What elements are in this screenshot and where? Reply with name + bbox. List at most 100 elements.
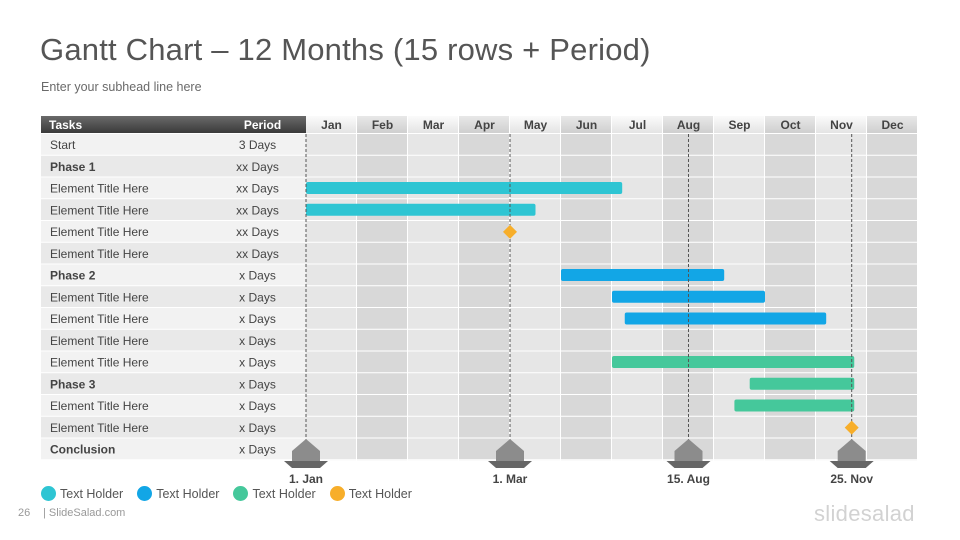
month-header-cell	[663, 116, 713, 133]
period-marker	[837, 439, 866, 468]
month-header-cell	[714, 116, 764, 133]
legend-label: Text Holder	[60, 486, 124, 501]
period-label: x Days	[239, 421, 276, 435]
page-number: 26	[18, 507, 31, 519]
period-marker	[674, 439, 703, 468]
task-label: Element Title Here	[50, 247, 149, 261]
period-header	[219, 116, 306, 133]
legend-dot	[233, 486, 249, 501]
month-label: Jan	[321, 118, 342, 132]
period-marker-base	[829, 461, 874, 468]
task-cell	[41, 438, 219, 460]
period-cell	[219, 286, 306, 307]
task-cell	[41, 286, 219, 307]
marker-label: 15. Aug	[667, 472, 710, 486]
task-label: Conclusion	[50, 443, 115, 457]
period-cell	[219, 221, 306, 242]
month-label: Aug	[677, 118, 700, 132]
legend-item: Text Holder	[137, 486, 219, 501]
period-marker	[496, 439, 524, 468]
task-label: Element Title Here	[50, 203, 149, 217]
month-header-cell	[408, 116, 458, 133]
task-label: Element Title Here	[50, 312, 149, 326]
period-cell	[219, 351, 306, 373]
period-label: xx Days	[236, 182, 279, 196]
task-cell	[41, 242, 219, 264]
month-header-cell	[816, 116, 866, 133]
period-label: xx Days	[236, 225, 279, 239]
period-label: x Days	[239, 334, 276, 348]
task-cell	[41, 329, 219, 351]
period-cell	[219, 155, 306, 177]
gantt-bar	[734, 399, 855, 412]
marker-label: 1. Mar	[493, 472, 528, 486]
page-title: Gantt Chart – 12 Months (15 rows + Perio…	[40, 32, 651, 67]
month-header-cell	[510, 116, 560, 133]
month-label: Jul	[629, 118, 646, 132]
legend-dot	[41, 486, 56, 501]
month-header-cell	[612, 116, 662, 133]
marker-label: 1. Jan	[289, 472, 323, 486]
period-label: xx Days	[236, 160, 279, 174]
month-header-cell	[867, 116, 917, 133]
gantt-bar	[306, 203, 536, 216]
milestone-diamond	[503, 224, 517, 239]
month-header-cell	[306, 116, 356, 133]
task-label: Element Title Here	[50, 334, 149, 348]
task-label: Element Title Here	[50, 290, 149, 304]
gantt-bar	[749, 377, 855, 390]
period-cell	[219, 329, 306, 351]
period-label: x Days	[239, 377, 276, 391]
month-label: Apr	[474, 118, 495, 132]
task-cell	[41, 395, 219, 416]
legend-dot	[137, 486, 153, 501]
period-cell	[219, 438, 306, 460]
task-cell	[41, 373, 219, 394]
month-header-cell	[561, 116, 611, 133]
month-label: Oct	[780, 118, 800, 132]
task-cell	[41, 264, 219, 286]
period-label: x Days	[239, 356, 276, 370]
month-header-cell	[357, 116, 407, 133]
task-cell	[41, 199, 219, 220]
page-subtitle: Enter your subhead line here	[41, 80, 202, 94]
month-label: Feb	[372, 118, 393, 132]
period-label: xx Days	[236, 203, 279, 217]
period-marker-base	[284, 461, 328, 468]
task-label: Start	[50, 138, 76, 152]
legend: Text Holder Text Holder Text Holder Text…	[41, 486, 412, 501]
legend-item: Text Holder	[41, 486, 123, 501]
period-cell	[219, 242, 306, 264]
task-label: Element Title Here	[50, 182, 149, 196]
task-label: Element Title Here	[50, 225, 149, 239]
period-label: 3 Days	[239, 138, 276, 152]
period-label: x Days	[239, 312, 276, 326]
milestone-diamond	[844, 420, 859, 435]
month-label: Dec	[881, 118, 903, 132]
period-cell	[219, 308, 306, 329]
legend-item: Text Holder	[233, 486, 316, 501]
legend-label: Text Holder	[348, 486, 412, 501]
task-label: Element Title Here	[50, 399, 149, 413]
task-label: Element Title Here	[50, 421, 149, 435]
task-cell	[41, 221, 219, 242]
task-label: Phase 1	[50, 160, 96, 174]
month-label: Jun	[576, 118, 597, 132]
gantt-bar	[612, 356, 855, 368]
footer-site: | SlideSalad.com	[43, 507, 126, 519]
tasks-header-label: Tasks	[49, 118, 82, 132]
task-label: Element Title Here	[50, 356, 149, 370]
brand-logo: slidesalad	[814, 501, 915, 526]
period-header-label: Period	[244, 118, 281, 132]
period-label: x Days	[239, 443, 276, 457]
task-cell	[41, 134, 219, 155]
task-cell	[41, 416, 219, 438]
task-cell	[41, 351, 219, 373]
month-header-cell	[459, 116, 509, 133]
task-cell	[41, 155, 219, 177]
month-label: Nov	[830, 118, 853, 132]
gantt-bar	[624, 312, 827, 325]
task-label: Phase 2	[50, 269, 96, 283]
task-cell	[41, 308, 219, 329]
